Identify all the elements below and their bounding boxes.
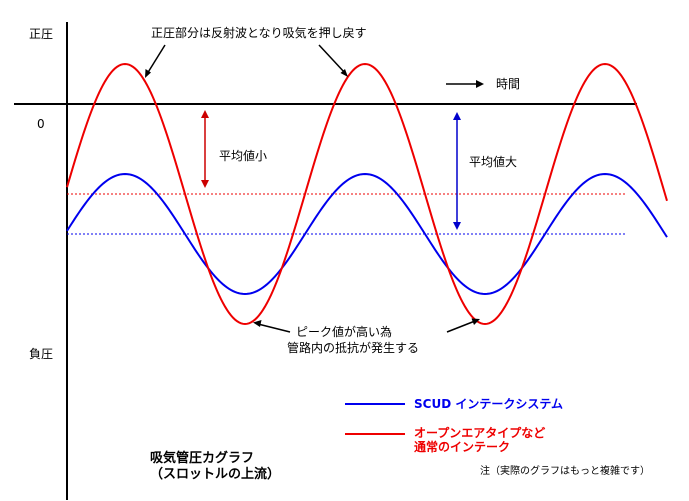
annotation-top: 正圧部分は反射波となり吸気を押し戻す xyxy=(151,25,367,40)
mean-large-label: 平均値大 xyxy=(469,154,517,169)
y-label-negative: 負圧 xyxy=(29,347,53,361)
large-mean-arrow xyxy=(453,112,461,230)
legend: SCUD インテークシステム オープンエアタイプなど 通常のインテーク xyxy=(345,397,563,454)
small-mean-arrow xyxy=(201,110,209,188)
y-label-zero: 0 xyxy=(37,117,45,131)
scud-pressure-curve xyxy=(66,172,668,296)
time-arrow xyxy=(446,80,484,88)
legend-blue-label: SCUD インテークシステム xyxy=(414,397,563,411)
annotation-bottom-line2: 管路内の抵抗が発生する xyxy=(287,340,419,355)
annotation-top-arrows xyxy=(145,44,348,78)
footnote: 注（実際のグラフはもっと複雑です） xyxy=(480,464,650,477)
legend-red-label-line1: オープンエアタイプなど xyxy=(414,425,545,440)
annotation-bottom-line1: ピーク値が高い為 xyxy=(296,324,392,339)
chart-title: 吸気管圧カグラフ xyxy=(150,450,254,466)
chart-subtitle: （スロットルの上流） xyxy=(150,466,280,482)
legend-red-label-line2: 通常のインテーク xyxy=(414,439,510,454)
x-axis-label: 時間 xyxy=(496,77,520,91)
mean-small-label: 平均値小 xyxy=(219,148,267,163)
open-air-pressure-curve xyxy=(66,62,668,326)
y-label-positive: 正圧 xyxy=(29,27,53,41)
annotation-bottom-arrows xyxy=(253,318,480,333)
